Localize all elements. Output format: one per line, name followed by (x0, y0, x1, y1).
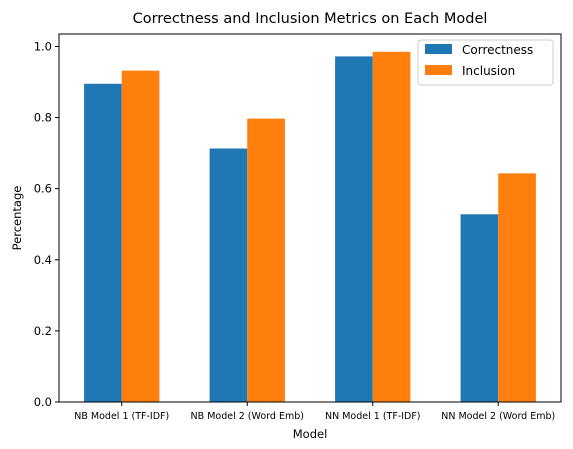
bar-correctness-1 (209, 148, 248, 402)
plot-frame (58, 33, 562, 403)
y-tick-label: 0.0 (34, 395, 52, 409)
x-tick-label: NN Model 1 (TF-IDF) (325, 411, 421, 422)
bar-inclusion-1 (247, 118, 285, 403)
legend-label-correctness: Correctness (462, 43, 533, 57)
chart-title: Correctness and Inclusion Metrics on Eac… (133, 11, 488, 27)
legend-swatch-inclusion (425, 65, 452, 75)
y-tick-label: 0.4 (34, 253, 52, 267)
x-tick-label: NB Model 2 (Word Emb) (191, 411, 304, 422)
legend-swatch-correctness (425, 44, 452, 54)
legend-label-inclusion: Inclusion (462, 64, 515, 78)
x-axis: NB Model 1 (TF-IDF) NB Model 2 (Word Emb)… (74, 402, 555, 422)
bar-inclusion-3 (498, 173, 536, 402)
bars-group (84, 51, 536, 403)
y-tick-label: 0.2 (34, 324, 52, 338)
y-tick-label: 1.0 (34, 39, 52, 53)
x-tick-label: NN Model 2 (Word Emb) (441, 411, 555, 422)
bar-correctness-2 (335, 56, 373, 403)
y-tick-label: 0.8 (34, 111, 52, 125)
y-tick-label: 0.6 (34, 182, 52, 196)
bar-correctness-0 (84, 83, 122, 402)
bar-inclusion-0 (121, 70, 160, 403)
x-axis-label: Model (293, 427, 328, 441)
bar-correctness-3 (460, 214, 499, 402)
legend: Correctness Inclusion (417, 39, 554, 86)
x-tick-label: NB Model 1 (TF-IDF) (74, 411, 169, 422)
y-axis: 0.0 0.2 0.4 0.6 0.8 1.0 (34, 39, 59, 409)
y-axis-label: Percentage (10, 186, 24, 251)
bar-inclusion-2 (372, 51, 411, 402)
